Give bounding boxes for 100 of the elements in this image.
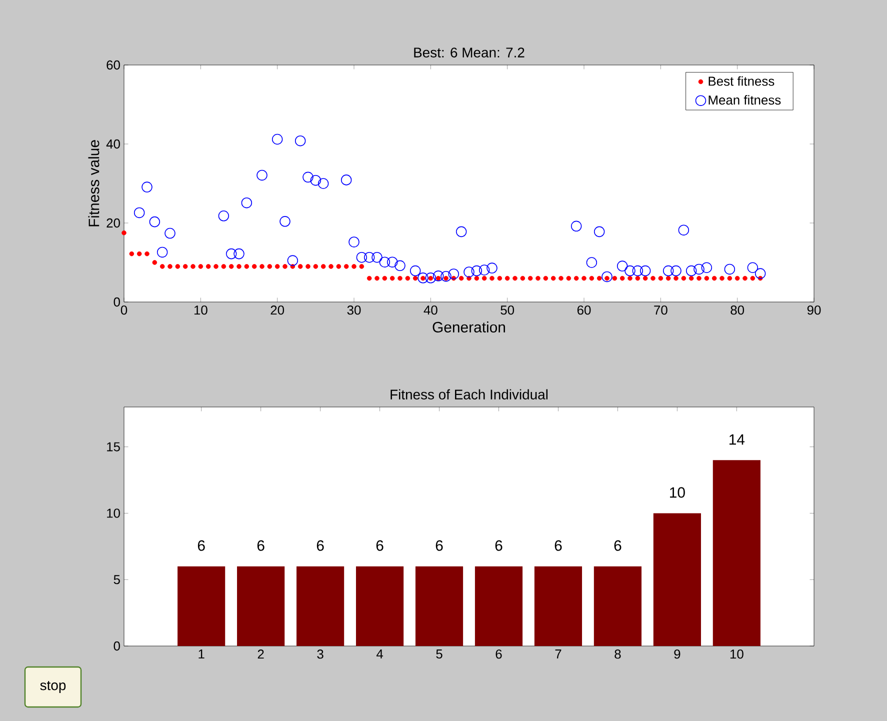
point [410,265,421,276]
point [678,224,690,236]
point [418,272,428,284]
x-tick-label: 80 [730,306,744,315]
point [256,170,268,181]
point [701,262,712,274]
x-tick-label: 10 [194,306,208,315]
point [662,265,674,276]
point [364,252,375,263]
x-tick-label: 5 [436,650,442,659]
point [356,252,368,263]
point [294,135,306,146]
point [440,270,452,282]
bar [178,566,226,646]
x-tick-label: 2 [258,650,264,659]
y-tick-label: 5 [114,575,120,584]
x-tick-label: 60 [577,306,591,315]
x-tick-label: 0 [120,306,128,315]
legend-label: Best fitness [708,76,774,86]
point [226,248,237,260]
y-tick-label: 40 [106,139,120,149]
legend-label: Mean fitness [708,95,781,105]
point [464,266,474,278]
point [164,228,176,239]
x-tick-label: 3 [317,650,324,659]
point [386,256,398,268]
bar [594,566,642,646]
x-tick-label: 20 [270,306,284,315]
point [570,220,582,232]
point [632,265,644,276]
data-label: 6 [436,540,443,551]
bar [415,566,464,646]
x-tick-label: 1 [198,650,204,658]
data-label: 6 [376,540,384,551]
point [394,260,406,272]
data-label: 14 [730,434,745,445]
bar [474,566,523,646]
point [287,255,298,266]
point [747,262,758,274]
data-label: 6 [198,540,205,551]
point [478,264,490,276]
y-tick-label: 0 [114,641,120,651]
point [425,272,436,284]
point [640,265,651,276]
chart-title: Fitness of Each Individual [390,389,548,400]
point [372,252,382,263]
point [456,226,467,238]
point [616,260,628,272]
x-tick-label: 40 [424,306,438,315]
point [149,216,160,228]
point [142,182,152,192]
y-tick-label: 0 [114,297,120,307]
point [348,236,360,248]
data-label: 6 [495,540,502,551]
text: stop [40,681,66,693]
point [134,207,145,218]
point [234,248,244,260]
y-tick-label: 15 [107,442,120,452]
point [448,268,460,280]
x-tick-label: 6 [496,650,502,659]
x-tick-label: 30 [347,306,361,315]
point [280,216,290,227]
chart-title: Best: 6 Mean: 7.2 [414,48,524,58]
point [379,256,390,268]
point [471,265,482,276]
data-label: 6 [257,540,264,551]
data-label: 6 [614,540,622,551]
y-tick-label: 20 [106,218,120,228]
y-tick-label: 60 [106,60,120,70]
point [432,270,444,282]
x-tick-label: 50 [500,306,514,315]
x-tick-label: 7 [555,650,562,658]
point [302,172,314,183]
bar [296,566,344,646]
point [686,265,697,276]
x-tick-label: 9 [674,650,680,659]
point [624,265,636,276]
x-tick-label: 10 [730,650,744,659]
point [318,178,329,189]
y-tick-label: 10 [107,508,120,518]
x-tick-label: 90 [807,306,821,315]
point [694,264,704,275]
point [670,265,682,276]
x-tick-label: 4 [376,650,384,658]
bar [534,566,582,646]
bar [712,460,760,646]
point [156,246,168,258]
point [310,174,322,186]
point [586,257,598,268]
x-tick-label: 70 [654,306,668,315]
point [602,271,612,282]
x-axis-title: Generation [432,322,505,332]
y-axis-title: Fitness value [88,140,100,226]
data-label: 6 [554,540,562,551]
point [754,268,766,279]
point [241,197,252,208]
bar [237,566,285,646]
point [340,174,352,186]
point [724,264,736,275]
point [218,210,230,222]
